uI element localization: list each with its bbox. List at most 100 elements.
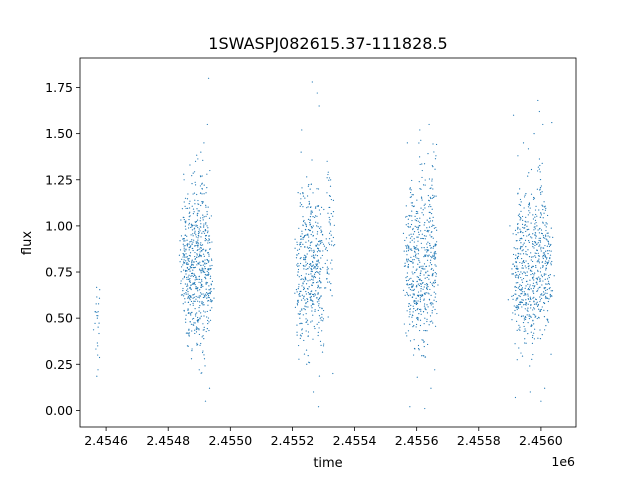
data-point [516,265,518,267]
data-point [424,308,426,310]
data-point [195,276,197,278]
data-point [521,299,523,301]
data-point [512,263,514,265]
data-point [97,345,99,347]
data-point [321,241,323,243]
data-point [428,299,431,301]
data-point [199,261,201,263]
data-point [333,224,335,226]
data-point [531,265,533,267]
data-point [188,274,190,276]
data-point [535,303,537,306]
data-point [310,213,312,215]
data-point [427,254,429,257]
data-point [326,269,328,271]
data-point [197,262,199,264]
data-point [191,261,193,263]
data-point [304,305,306,307]
data-point [526,309,528,311]
data-point [415,309,417,312]
data-point [422,339,424,341]
data-point [423,224,425,226]
data-point [434,279,436,281]
data-point [332,215,334,217]
data-point [199,251,201,253]
data-point [424,293,426,295]
data-point [522,244,524,246]
data-point [306,234,308,236]
data-point [329,222,331,224]
data-point [433,151,435,153]
data-point [541,261,543,263]
data-point [305,306,307,308]
x-axis-ticks: 2.4546 2.4548 2.4550 2.4552 2.4554 2.4556 2.45… [84,427,563,448]
data-point [186,270,188,272]
data-point [423,299,425,301]
data-point [304,265,306,267]
data-point [194,279,196,281]
data-point [421,355,423,357]
data-point [405,224,407,226]
data-point [310,183,312,185]
data-point [520,231,522,233]
data-point [190,358,193,360]
data-point [311,255,313,257]
data-point [300,278,302,281]
data-point [528,234,530,236]
data-point [185,260,187,262]
data-point [205,192,207,194]
data-point [299,310,301,312]
data-point [538,237,540,239]
data-point [206,211,208,213]
data-point [413,294,415,296]
data-point [183,216,185,219]
data-point [409,196,411,198]
data-point [420,139,422,141]
data-point [419,217,421,219]
data-point [317,285,319,288]
data-point [98,356,101,359]
data-point [410,283,412,286]
data-point [529,212,531,214]
data-point [547,235,549,237]
data-point [314,294,317,296]
data-point [422,209,424,211]
data-point [546,250,549,252]
data-point [536,170,539,172]
data-point [412,227,414,230]
data-point [527,263,529,265]
data-point [529,279,531,281]
data-point [413,288,415,290]
data-point [530,288,532,290]
data-point [98,332,100,335]
data-point [187,227,190,229]
data-point [432,245,435,247]
data-point [405,250,408,252]
data-point [205,294,207,297]
data-point [308,200,310,203]
data-point [206,258,208,261]
data-point [539,309,541,311]
data-point [183,295,185,297]
data-point [309,247,311,249]
data-point [542,257,544,260]
data-point [308,293,310,295]
data-point [424,307,426,309]
data-point [514,258,517,260]
data-point [321,230,323,232]
data-point [198,297,201,299]
data-point [320,282,322,284]
data-point [517,297,519,299]
data-point [188,268,191,270]
data-point [311,303,314,305]
plot-frame [79,57,577,428]
data-point [537,99,539,102]
data-point [192,283,194,285]
data-point [193,296,195,298]
data-point [183,259,185,261]
data-point [405,245,407,247]
data-point [524,338,526,340]
data-point [208,238,210,240]
data-point [520,293,522,295]
data-point [303,286,305,288]
